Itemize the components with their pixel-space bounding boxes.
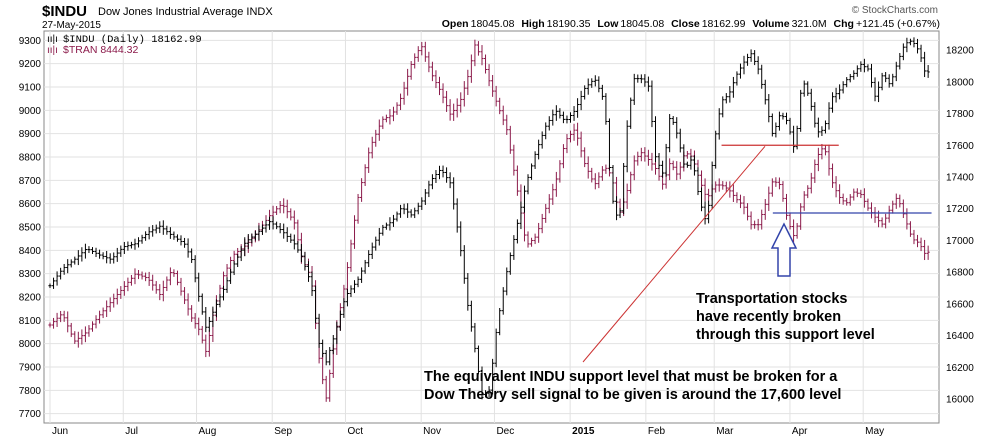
left-tick-label: 9200 xyxy=(19,59,42,70)
copyright-text: © StockCharts.com xyxy=(851,5,938,16)
stat-chg-label: Chg xyxy=(833,18,854,30)
left-tick-label: 9300 xyxy=(19,36,42,47)
stat-open-label: Open xyxy=(441,18,469,30)
index-name: Dow Jones Industrial Average xyxy=(98,6,244,18)
left-tick-label: 9100 xyxy=(19,83,42,94)
stat-low-label: Low xyxy=(597,18,619,30)
left-tick-label: 9000 xyxy=(19,106,42,117)
left-tick-label: 8100 xyxy=(19,316,42,327)
chart-symbol: $INDU xyxy=(42,3,88,20)
left-tick-label: 7800 xyxy=(19,386,42,397)
legend-tran: $TRAN 8444.32 xyxy=(63,44,138,56)
left-tick-label: 8800 xyxy=(19,153,42,164)
legend-indu: $INDU (Daily) 18162.99 xyxy=(63,34,202,46)
indu-note-line-1: The equivalent INDU support level that m… xyxy=(424,369,838,385)
x-tick-label: 2015 xyxy=(572,426,595,437)
x-tick-label: Jun xyxy=(52,426,68,437)
x-tick-label: May xyxy=(865,426,884,437)
left-tick-label: 7700 xyxy=(19,409,42,420)
x-tick-label: Aug xyxy=(199,426,217,437)
stat-close-label: Close xyxy=(671,18,700,30)
tran-series xyxy=(48,39,930,402)
stat-volume-value: 321.0M xyxy=(791,18,827,30)
right-tick-label: 16600 xyxy=(946,299,974,310)
ohlc-stats: Open 18045.08 High 18190.35 Low 18045.08 Cl… xyxy=(438,18,940,30)
left-tick-label: 7900 xyxy=(19,363,42,374)
indu-series xyxy=(48,37,930,400)
x-tick-label: Mar xyxy=(716,426,734,437)
x-tick-label: Apr xyxy=(792,426,808,437)
right-tick-label: 17800 xyxy=(946,109,974,120)
right-tick-label: 17600 xyxy=(946,141,974,152)
x-tick-label: Jul xyxy=(125,426,138,437)
stat-open-value: 18045.08 xyxy=(470,18,515,30)
x-tick-label: Nov xyxy=(423,426,441,437)
transport-annotation: Transportation stocks have recently brok… xyxy=(696,291,875,343)
up-arrow-icon xyxy=(770,222,798,277)
right-tick-label: 16400 xyxy=(946,331,974,342)
grid-lines xyxy=(44,31,939,423)
stat-high-value: 18190.35 xyxy=(546,18,591,30)
x-axis-ticks: Jun Jul Aug Sep Oct Nov Dec 2015 Feb Mar Apr May xyxy=(52,426,884,437)
transport-note-line-2: have recently broken xyxy=(696,309,841,325)
indu-callout-line xyxy=(582,145,766,363)
left-tick-label: 8700 xyxy=(19,176,42,187)
chart-date: 27-May-2015 xyxy=(42,20,101,31)
legend: ıı|ı $INDU (Daily) 18162.99 ıı|ı $TRAN 8… xyxy=(47,34,202,56)
index-exchange: INDX xyxy=(246,6,273,18)
right-tick-label: 18200 xyxy=(946,46,974,57)
support-arrow xyxy=(770,222,798,277)
chart-name: Dow Jones Industrial Average INDX xyxy=(98,6,273,18)
right-tick-label: 17000 xyxy=(946,236,974,247)
right-axis-ticks: 16000 16200 16400 16600 16800 17000 17200 17400… xyxy=(946,46,974,406)
transport-note-line-1: Transportation stocks xyxy=(696,291,847,307)
stat-chg-value: +121.45 (+0.67%) xyxy=(855,18,940,30)
left-tick-label: 8200 xyxy=(19,293,42,304)
indu-note-line-2: Dow Theory sell signal to be given is ar… xyxy=(424,387,841,403)
support-lines xyxy=(582,144,932,363)
right-tick-label: 17400 xyxy=(946,173,974,184)
right-tick-label: 18000 xyxy=(946,77,974,88)
stat-low-value: 18045.08 xyxy=(620,18,665,30)
legend-tran-marker: ıı|ı xyxy=(47,45,58,56)
left-tick-label: 8600 xyxy=(19,199,42,210)
x-tick-label: Sep xyxy=(274,426,292,437)
left-tick-label: 8300 xyxy=(19,269,42,280)
stat-volume-label: Volume xyxy=(752,18,790,30)
left-tick-label: 8000 xyxy=(19,339,42,350)
x-tick-label: Oct xyxy=(347,426,363,437)
left-tick-label: 8500 xyxy=(19,223,42,234)
right-tick-label: 16200 xyxy=(946,363,974,374)
right-tick-label: 16000 xyxy=(946,395,974,406)
stat-high-label: High xyxy=(521,18,545,30)
stat-close-value: 18162.99 xyxy=(701,18,746,30)
left-tick-label: 8400 xyxy=(19,246,42,257)
x-tick-label: Feb xyxy=(648,426,666,437)
left-tick-label: 8900 xyxy=(19,129,42,140)
transport-note-line-3: through this support level xyxy=(696,327,875,343)
right-tick-label: 16800 xyxy=(946,268,974,279)
x-tick-label: Dec xyxy=(496,426,514,437)
legend-indu-marker: ıı|ı xyxy=(47,34,58,45)
left-axis-ticks: 7700 7800 7900 8000 8100 8200 8300 8400 8500 8600… xyxy=(19,36,42,420)
indu-annotation: The equivalent INDU support level that m… xyxy=(424,369,841,403)
right-tick-label: 17200 xyxy=(946,204,974,215)
